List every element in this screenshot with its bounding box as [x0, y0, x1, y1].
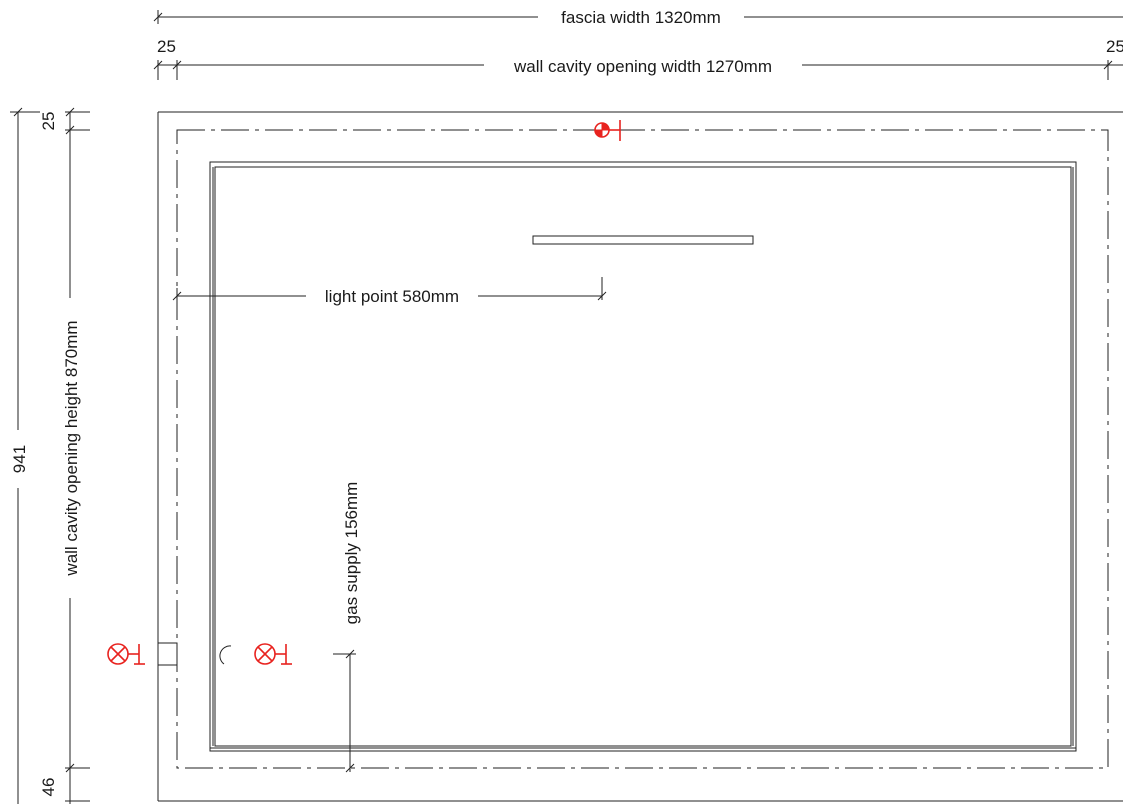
gas-supply-label: gas supply 156mm [342, 482, 361, 625]
wall-cavity-width-label: wall cavity opening width 1270mm [513, 57, 772, 76]
light-point-marker-icon [594, 120, 621, 141]
wall-cavity-opening-outline [176, 129, 1109, 769]
gas-supply-dimension: gas supply 156mm [333, 482, 361, 773]
top-margin-label: 25 [39, 112, 58, 131]
left-margin-label: 25 [157, 37, 176, 56]
overall-height-label: 941 [10, 445, 29, 473]
light-point-label: light point 580mm [325, 287, 459, 306]
wall-cavity-height-label: wall cavity opening height 870mm [62, 320, 81, 576]
light-bar [532, 235, 754, 245]
gas-outlet-marker-inner-icon [254, 643, 292, 665]
overall-height-dimension: 941 [10, 107, 40, 804]
wall-cavity-height-dimension: wall cavity opening height 870mm 25 46 [39, 107, 90, 804]
cable-entry-arc [219, 645, 232, 665]
light-point-dimension: light point 580mm [172, 277, 607, 306]
fascia-outline [157, 111, 1123, 802]
fascia-width-label: fascia width 1320mm [561, 8, 721, 27]
gas-outlet-marker-left-icon [107, 643, 145, 665]
wall-cavity-width-dimension: wall cavity opening width 1270mm 25 25 [153, 37, 1123, 80]
right-margin-label: 25 [1106, 37, 1123, 56]
fascia-width-dimension: fascia width 1320mm [153, 8, 1123, 27]
side-junction-box [157, 642, 178, 666]
appliance-body [209, 161, 1077, 752]
bottom-margin-label: 46 [39, 778, 58, 797]
